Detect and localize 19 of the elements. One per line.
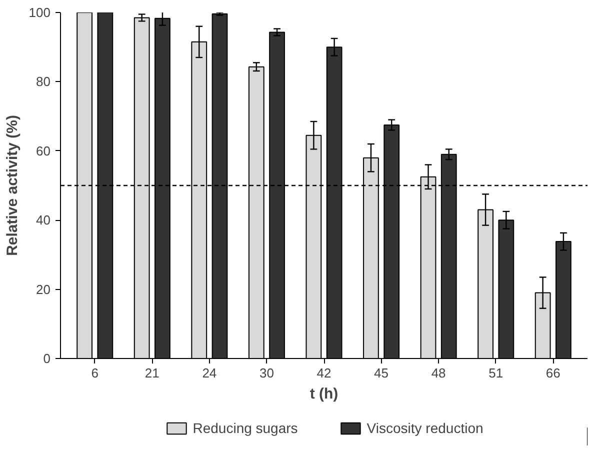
legend-label: Reducing sugars — [192, 420, 298, 436]
y-tick-label: 0 — [43, 351, 51, 366]
y-tick-label: 40 — [36, 212, 51, 228]
x-tick-label: 30 — [259, 366, 274, 380]
x-tick-label: 66 — [546, 366, 560, 380]
x-tick-label: 42 — [316, 366, 332, 380]
x-tick-label: 21 — [144, 366, 160, 380]
y-tick-label: 100 — [28, 5, 51, 20]
y-tick-label: 20 — [36, 282, 51, 297]
x-tick-label: 51 — [488, 366, 504, 380]
x-tick-label: 45 — [374, 366, 389, 380]
y-tick-label: 80 — [36, 74, 51, 90]
legend-label: Viscosity reduction — [366, 420, 484, 436]
x-tick-label: 6 — [91, 366, 98, 380]
x-tick-label: 24 — [202, 366, 217, 380]
x-axis-title: t (h) — [310, 386, 338, 402]
x-tick-label: 48 — [431, 366, 446, 380]
y-tick-label: 60 — [36, 143, 51, 158]
y-axis-title: Relative activity (%) — [4, 115, 21, 256]
